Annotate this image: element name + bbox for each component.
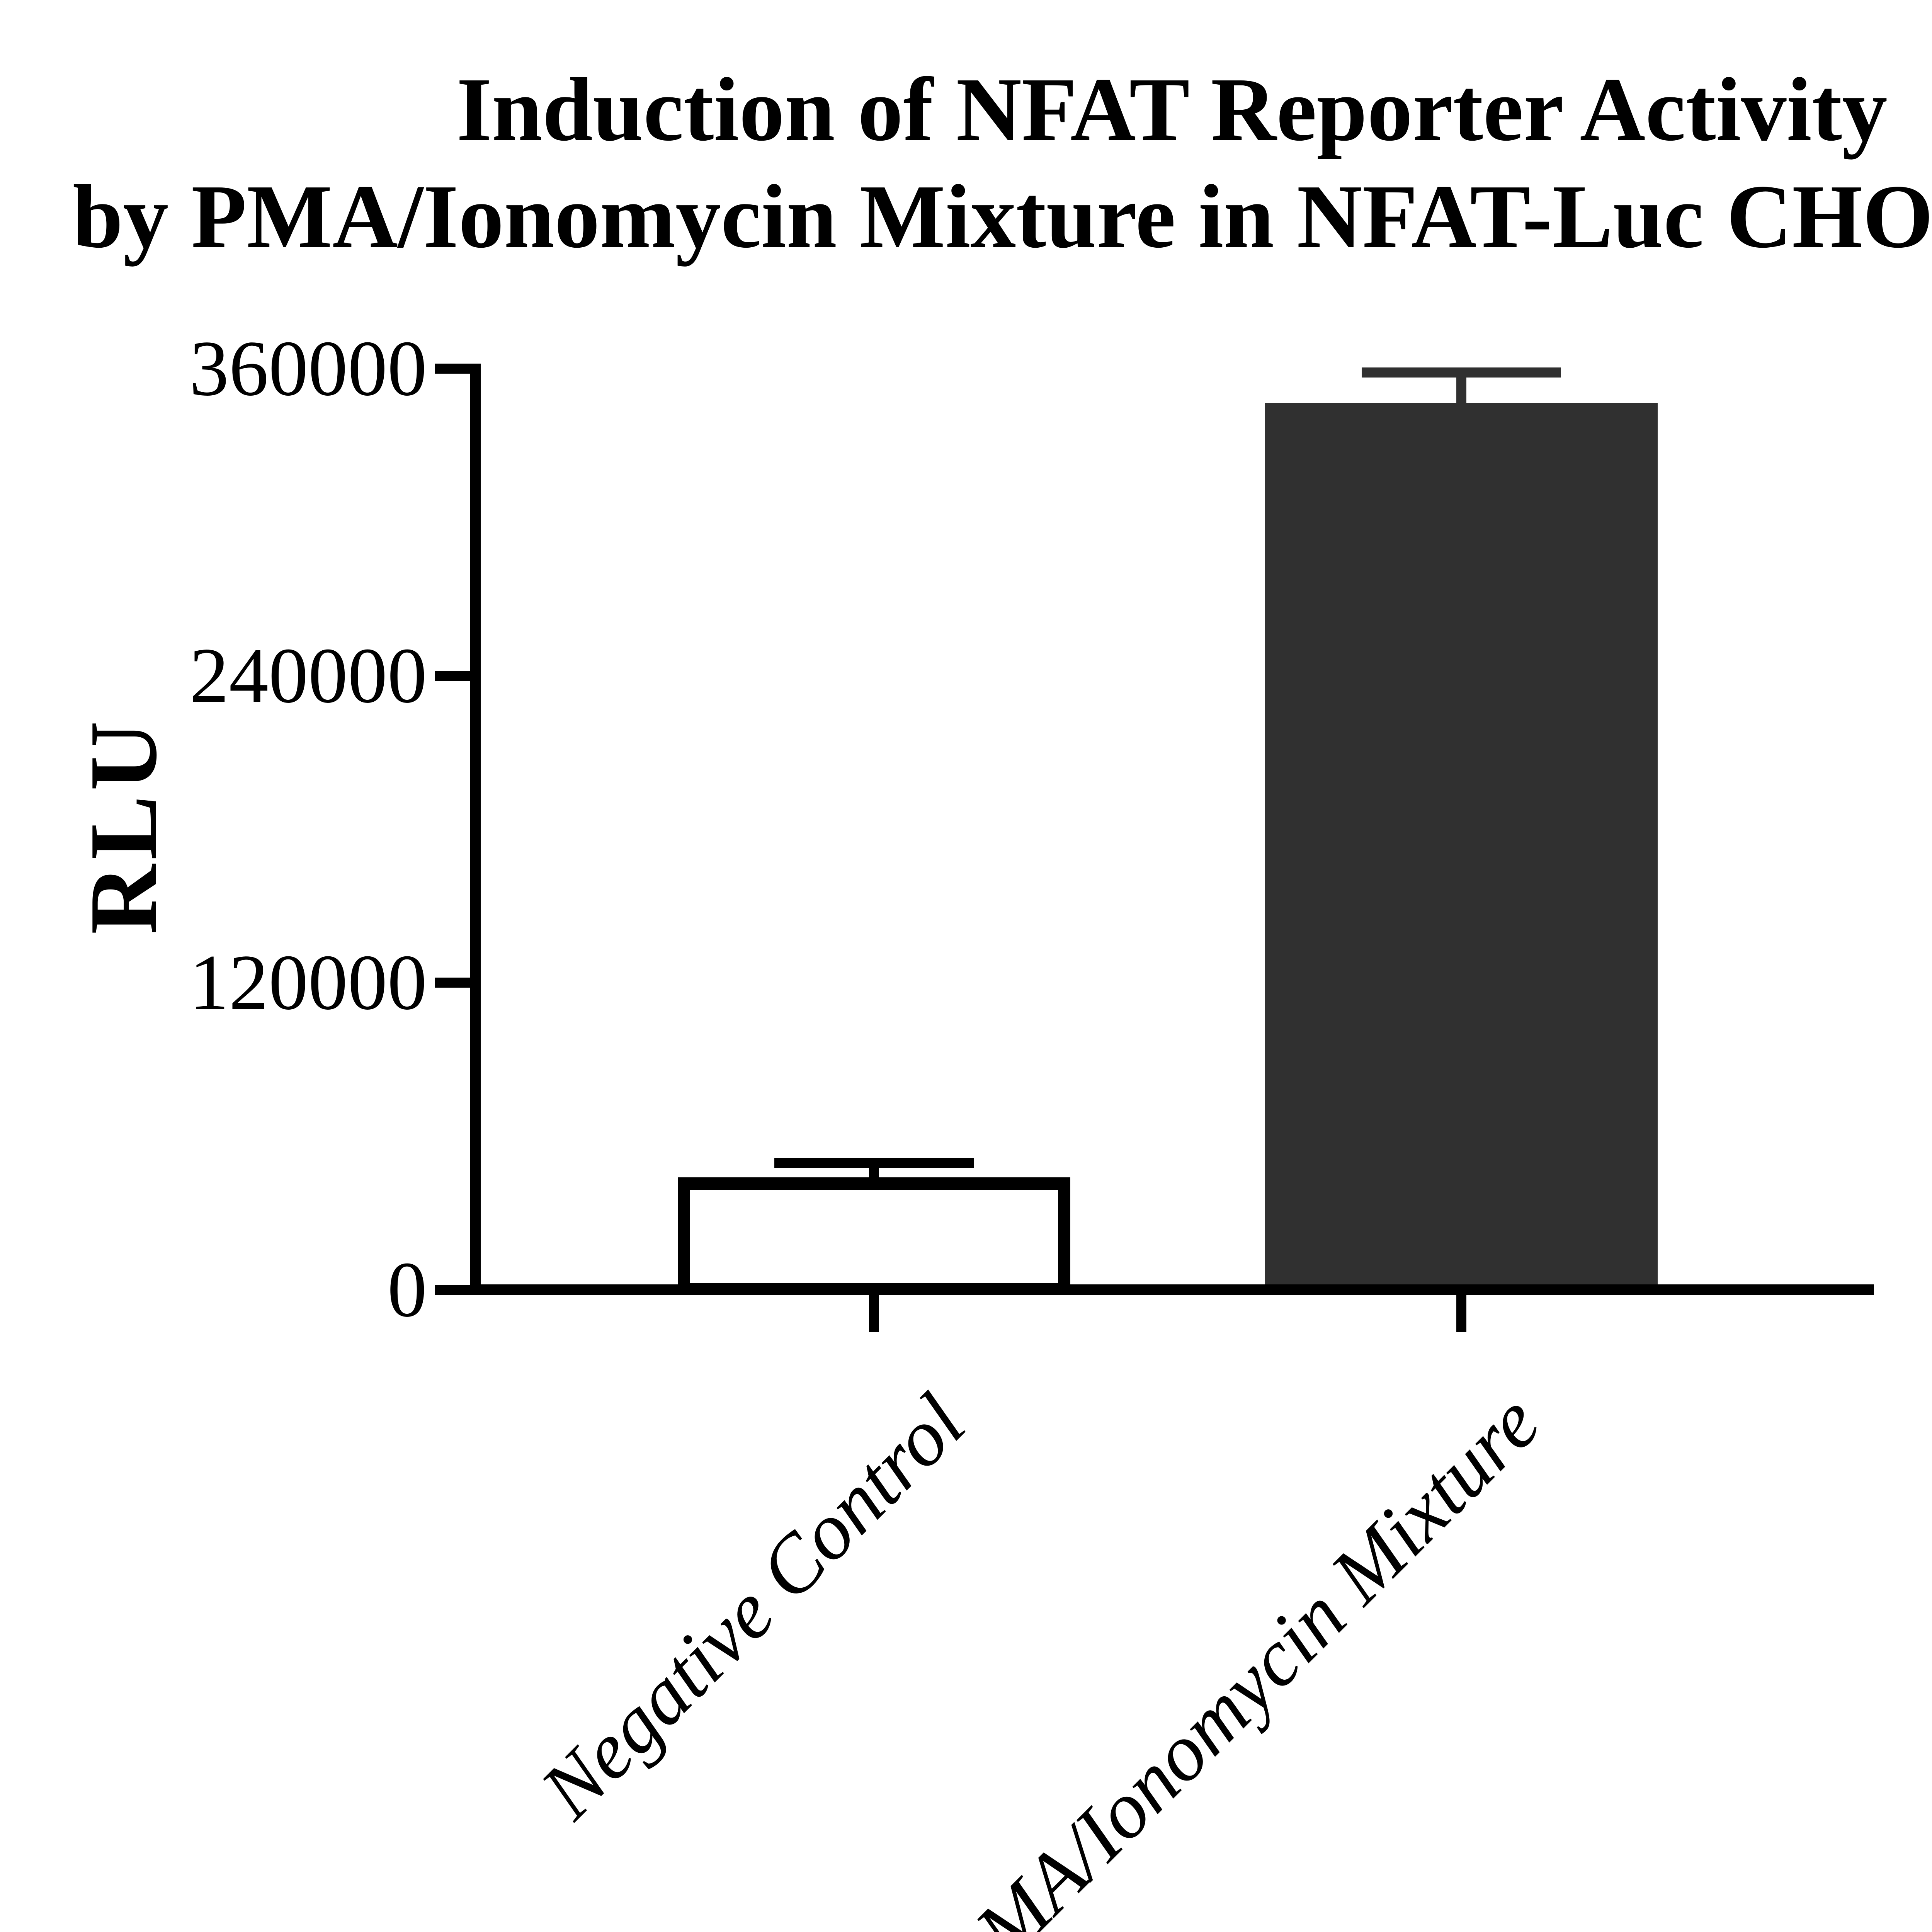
y-tick-mark [435,670,470,681]
x-axis-line [470,1284,1874,1295]
y-tick-label: 120000 [189,939,427,1027]
bar-pma-ionomycin [1265,403,1658,1295]
x-tick-mark [869,1295,879,1332]
x-tick-mark [1456,1295,1466,1332]
y-tick-mark [435,1285,470,1295]
y-axis-label: RLU [70,716,177,934]
error-bar-cap [1362,367,1561,378]
bar-negative-control [678,1177,1070,1295]
y-tick-mark [435,978,470,988]
y-tick-mark [435,364,470,374]
error-bar-cap [774,1158,974,1168]
chart-title: Induction of NFAT Reporter Activity by P… [37,56,1932,270]
y-tick-label: 360000 [189,325,427,412]
y-tick-label: 0 [387,1246,427,1333]
x-category-label: Negative Control [524,1377,982,1835]
y-axis-line [470,364,481,1295]
y-tick-label: 240000 [189,631,427,719]
error-bar-stem [1456,372,1466,403]
x-category-label: PMA/Ionomycin Mixture [923,1377,1557,1932]
chart-title-line1: Induction of NFAT Reporter Activity [456,59,1888,160]
chart-title-line2: by PMA/Ionomycin Mixture in NFAT-Luc CHO… [72,166,1932,267]
